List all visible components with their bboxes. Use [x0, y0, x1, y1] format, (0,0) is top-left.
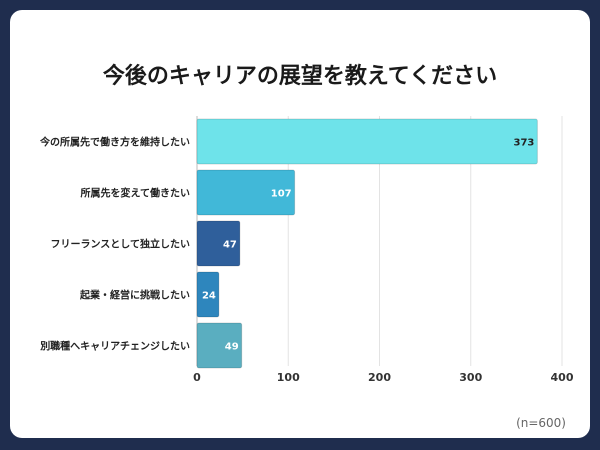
value-label: 24 — [202, 291, 216, 302]
x-axis-ticks: 0 100 200 300 400 — [193, 371, 574, 384]
category-label: フリーランスとして独立したい — [51, 238, 191, 251]
value-label: 107 — [271, 189, 292, 200]
category-label: 起業・経営に挑戦したい — [79, 289, 190, 302]
bars — [196, 118, 538, 369]
category-labels: 今の所属先で働き方を維持したい所属先を変えて働きたいフリーランスとして独立したい… — [39, 136, 190, 353]
value-label: 373 — [513, 138, 534, 149]
value-label: 47 — [223, 240, 237, 251]
bar — [196, 220, 241, 267]
category-label: 所属先を変えて働きたい — [81, 187, 191, 200]
bar — [196, 322, 243, 369]
category-label: 今の所属先で働き方を維持したい — [39, 136, 190, 149]
value-label: 49 — [225, 342, 239, 353]
value-labels: 373 107 47 24 49 — [202, 138, 534, 353]
category-label: 別職種へキャリアチェンジしたい — [39, 340, 190, 353]
bar — [196, 118, 538, 165]
bar — [196, 169, 296, 216]
x-tick-label: 100 — [277, 371, 300, 384]
chart-title: 今後のキャリアの展望を教えてください — [102, 64, 498, 89]
x-tick-label: 200 — [368, 371, 391, 384]
chart-card — [10, 10, 590, 438]
x-tick-label: 300 — [459, 371, 482, 384]
sample-size-note: (n=600) — [516, 416, 566, 430]
x-tick-label: 0 — [193, 371, 201, 384]
bar — [196, 271, 220, 318]
x-tick-label: 400 — [551, 371, 574, 384]
